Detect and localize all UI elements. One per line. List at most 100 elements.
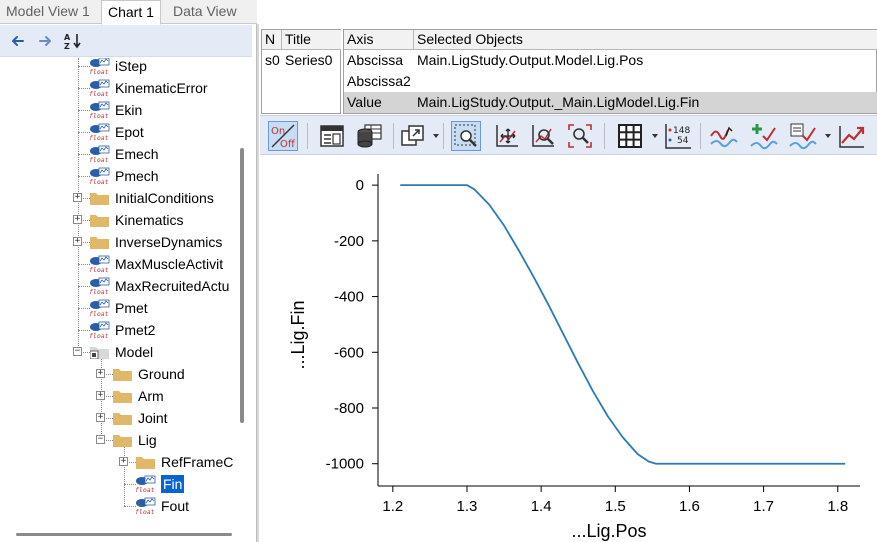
grid-button[interactable] (615, 121, 645, 151)
axis-header-selected-objects[interactable]: Selected Objects (414, 30, 877, 50)
chevron-down-icon[interactable] (825, 134, 831, 138)
chart-export-button[interactable] (837, 121, 867, 151)
float-variable-icon: float (89, 277, 110, 295)
tree-item-lig[interactable]: − Lig (0, 429, 233, 451)
tree-item-epot[interactable]: float Epot (0, 121, 233, 143)
tree-item-istep[interactable]: float iStep (0, 58, 233, 77)
tree-item-pmech[interactable]: float Pmech (0, 165, 233, 187)
axis-cell-value[interactable]: Value (347, 94, 382, 110)
tab-chart-1[interactable]: Chart 1 (101, 0, 161, 25)
axis-header-axis[interactable]: Axis (344, 30, 414, 50)
tree-item-label: InverseDynamics (115, 234, 223, 250)
tree-item-model[interactable]: − Model (0, 341, 233, 363)
tree-connector-line (78, 176, 90, 177)
series-header-n[interactable]: N (262, 30, 282, 50)
tree-item-maxrecruitedactu[interactable]: float MaxRecruitedActu (0, 275, 233, 297)
axis-cell-abscissa[interactable]: Abscissa (347, 52, 404, 68)
tab-model-view-1[interactable]: Model View 1 (6, 3, 90, 19)
data-labels-button[interactable]: 148 54 (663, 121, 693, 151)
expand-icon[interactable]: + (73, 214, 82, 224)
axis-object-value[interactable]: Main.LigStudy.Output._Main.LigModel.Lig.… (417, 94, 700, 110)
tree-horizontal-scrollbar[interactable] (16, 533, 232, 536)
arrow-left-icon[interactable] (8, 31, 28, 51)
pane-splitter[interactable] (256, 24, 259, 542)
expand-icon[interactable]: + (73, 236, 82, 246)
tree-item-joint[interactable]: + Joint (0, 407, 233, 429)
expand-icon[interactable]: + (96, 390, 105, 400)
tree-item-ground[interactable]: + Ground (0, 363, 233, 385)
svg-text:float: float (89, 134, 109, 141)
tree-connector-line (124, 506, 136, 507)
tree-item-pmet2[interactable]: float Pmet2 (0, 319, 233, 341)
tree-item-kinematics[interactable]: + Kinematics (0, 209, 233, 231)
axis-table: Axis Selected Objects Abscissa Main.LigS… (343, 29, 877, 114)
collapse-icon[interactable]: − (73, 346, 82, 356)
float-variable-icon: float (135, 497, 156, 515)
zoom-fit-button[interactable] (565, 121, 595, 151)
tree-item-initialconditions[interactable]: + InitialConditions (0, 187, 233, 209)
series-cell-n[interactable]: s0 (265, 52, 280, 68)
arrow-right-icon[interactable] (35, 31, 55, 51)
tree-connector-line (78, 58, 79, 352)
chart-canvas[interactable]: 0 -200 -400 -600 -800 -1000 1.2 1.3 1.4 1.5 1.6 1.7… (260, 156, 877, 542)
tree-connector-line (124, 484, 136, 485)
tree-item-label: RefFrameC (161, 454, 233, 470)
expand-icon[interactable]: + (96, 412, 105, 422)
export-button[interactable] (398, 121, 428, 151)
properties-button[interactable] (317, 121, 347, 151)
data-labels-icon: 148 54 (665, 124, 691, 149)
tree-vertical-scrollbar[interactable] (240, 148, 244, 423)
float-variable-icon: float (89, 79, 110, 97)
pan-button[interactable] (492, 121, 522, 151)
svg-text:float: float (89, 68, 109, 75)
tree-item-maxmuscleactivit[interactable]: float MaxMuscleActivit (0, 253, 233, 275)
toolbar-separator (604, 123, 605, 149)
y-tick-label: -200 (334, 233, 364, 250)
expand-icon[interactable]: + (96, 368, 105, 378)
model-folder-icon (90, 347, 109, 359)
on-off-toggle-button[interactable]: On Off (268, 121, 298, 151)
svg-text:Z: Z (64, 42, 70, 51)
database-button[interactable] (354, 121, 384, 151)
zoom-box-button[interactable] (451, 121, 481, 151)
tree-item-arm[interactable]: + Arm (0, 385, 233, 407)
x-tick-label: 1.7 (753, 498, 774, 515)
chevron-down-icon[interactable] (433, 134, 439, 138)
y-tick-label: -800 (334, 400, 364, 417)
series-options-button[interactable] (788, 121, 818, 151)
axis-cell-abscissa2[interactable]: Abscissa2 (347, 73, 411, 89)
collapse-icon[interactable]: − (96, 434, 105, 444)
tree-item-ekin[interactable]: float Ekin (0, 99, 233, 121)
tree-item-label: Lig (138, 432, 157, 448)
folder-icon (136, 457, 155, 469)
expand-icon[interactable]: + (119, 456, 128, 466)
zoom-button[interactable] (528, 121, 558, 151)
svg-text:float: float (135, 508, 155, 515)
tree-item-emech[interactable]: float Emech (0, 143, 233, 165)
tree-item-fin[interactable]: float Fin (0, 473, 233, 495)
series-header-title[interactable]: Title (282, 30, 341, 50)
tree-item-refframec[interactable]: + RefFrameC (0, 451, 233, 473)
chevron-down-icon[interactable] (652, 134, 658, 138)
line-chart[interactable]: 0 -200 -400 -600 -800 -1000 1.2 1.3 1.4 1.5 1.6 1.7… (260, 156, 877, 542)
tree-item-inversedynamics[interactable]: + InverseDynamics (0, 231, 233, 253)
tree-item-fout[interactable]: float Fout (0, 495, 233, 517)
view-tab-bar: Model View 1 Chart 1 Data View (0, 0, 257, 25)
zoom-fit-icon (568, 124, 592, 148)
series-table: N Title s0 Series0 (261, 29, 341, 114)
series-cell-title[interactable]: Series0 (285, 52, 333, 68)
tree-item-label: iStep (115, 58, 147, 74)
tab-data-view[interactable]: Data View (173, 3, 237, 19)
series-style-button[interactable] (709, 121, 739, 151)
tree-connector-line (78, 352, 90, 353)
axis-object-abscissa2[interactable] (414, 71, 417, 92)
tree-item-pmet[interactable]: float Pmet (0, 297, 233, 319)
tree-item-kinematicerror[interactable]: float KinematicError (0, 77, 233, 99)
axis-object-abscissa[interactable]: Main.LigStudy.Output.Model.Lig.Pos (417, 52, 644, 68)
chart-toolbar: On Off (260, 115, 877, 155)
float-variable-icon: float (89, 321, 110, 339)
tree-item-label: Ekin (115, 102, 143, 118)
sort-az-icon[interactable]: A Z (63, 31, 83, 51)
add-series-button[interactable] (749, 121, 779, 151)
expand-icon[interactable]: + (73, 192, 82, 202)
